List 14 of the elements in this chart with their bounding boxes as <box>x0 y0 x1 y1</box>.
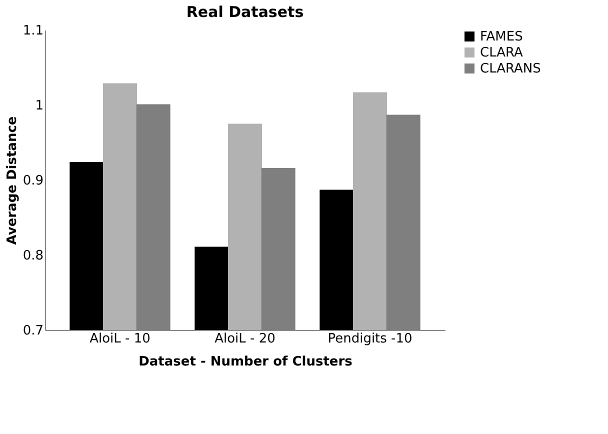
y-tick-label: 0.8 <box>22 248 44 264</box>
legend-label: FAMES <box>480 30 523 44</box>
x-axis-title: Dataset - Number of Clusters <box>138 354 353 370</box>
legend-label: CLARA <box>480 46 524 60</box>
y-axis-title: Average Distance <box>4 116 20 245</box>
x-tick-label: AloiL - 10 <box>90 332 150 346</box>
y-tick-label: 1.1 <box>22 24 44 38</box>
x-tick-label: Pendigits -10 <box>328 332 412 346</box>
y-tick-label: 1 <box>35 98 44 114</box>
legend-label: CLARANS <box>480 62 541 76</box>
chart-title: Real Datasets <box>186 3 304 21</box>
y-tick-label: 0.9 <box>22 174 44 188</box>
y-tick-label: 0.7 <box>22 324 44 338</box>
x-tick-label: AloiL - 20 <box>214 332 276 346</box>
